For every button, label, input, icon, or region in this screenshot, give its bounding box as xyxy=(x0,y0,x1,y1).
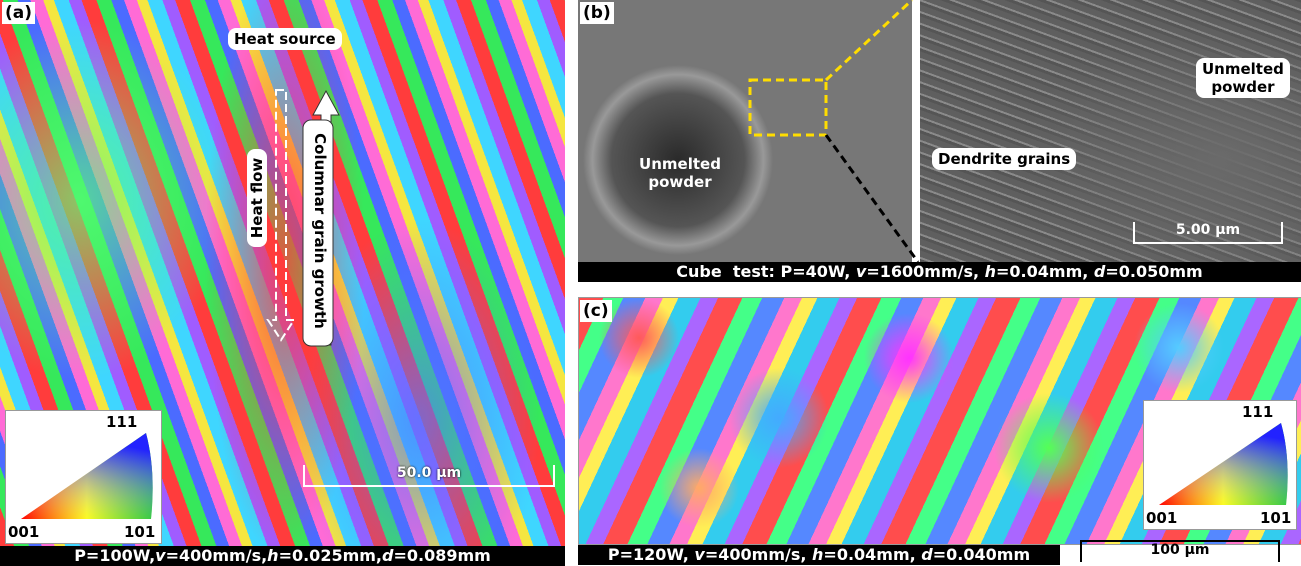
text-line: Unmelted xyxy=(630,155,730,173)
caption-part: h xyxy=(812,545,823,564)
caption-part: v xyxy=(694,545,704,564)
legend-right: 101 xyxy=(124,523,155,541)
caption-part: d xyxy=(921,545,932,564)
caption-part: =400mm/s, xyxy=(705,545,812,564)
legend-top: 111 xyxy=(1242,403,1273,421)
legend-left: 001 xyxy=(1146,509,1177,527)
caption-part: Cube test: P=40W, xyxy=(676,262,856,281)
caption-part: d xyxy=(1094,262,1105,281)
text-line: Unmelted xyxy=(1202,60,1284,78)
ipf-legend: 111 001 101 xyxy=(1143,400,1297,530)
scale-bar-a: 50.0 μm xyxy=(303,465,555,487)
panel-label: (c) xyxy=(580,300,612,322)
legend-top: 111 xyxy=(106,413,137,431)
caption-part: v xyxy=(856,262,866,281)
caption-part: =400mm/s, xyxy=(166,546,268,565)
caption-a: P=100W,v=400mm/s,h=0.025mm,d=0.089mm xyxy=(0,546,565,566)
caption-part: h xyxy=(267,546,278,565)
text-line: powder xyxy=(630,173,730,191)
scale-text: 100 μm xyxy=(1151,542,1210,558)
caption-part: =0.04mm, xyxy=(823,545,921,564)
caption-part: =0.040mm xyxy=(933,545,1030,564)
scale-text: 50.0 μm xyxy=(397,465,461,481)
caption-part: =0.050mm xyxy=(1105,262,1202,281)
scale-bar-b: 5.00 μm xyxy=(1133,222,1283,244)
ipf-legend: 111 001 101 xyxy=(5,410,162,544)
heat-flow-label: Heat flow xyxy=(247,149,267,247)
scale-text: 5.00 μm xyxy=(1176,222,1240,238)
legend-right: 101 xyxy=(1260,509,1291,527)
caption-part: P=100W, xyxy=(74,546,155,565)
caption-b: Cube test: P=40W, v=1600mm/s, h=0.04mm, … xyxy=(578,262,1301,282)
caption-part: =0.025mm, xyxy=(279,546,382,565)
caption-c: P=120W, v=400mm/s, h=0.04mm, d=0.040mm xyxy=(578,545,1060,565)
text-line: powder xyxy=(1202,78,1284,96)
caption-part: P=120W, xyxy=(608,545,695,564)
scale-bar-c: 100 μm xyxy=(1080,540,1280,562)
caption-part: d xyxy=(382,546,393,565)
dendrite-label: Dendrite grains xyxy=(932,148,1076,170)
heat-flow-arrow xyxy=(268,90,294,340)
figure: (a) Heat source Heat flow Columnar grain… xyxy=(0,0,1301,566)
legend-left: 001 xyxy=(8,523,39,541)
caption-part: h xyxy=(985,262,996,281)
caption-part: =0.04mm, xyxy=(996,262,1094,281)
growth-label: Columnar grain growth xyxy=(311,121,329,341)
caption-part: =0.089mm xyxy=(393,546,490,565)
caption-part: =1600mm/s, xyxy=(866,262,984,281)
caption-part: v xyxy=(155,546,165,565)
